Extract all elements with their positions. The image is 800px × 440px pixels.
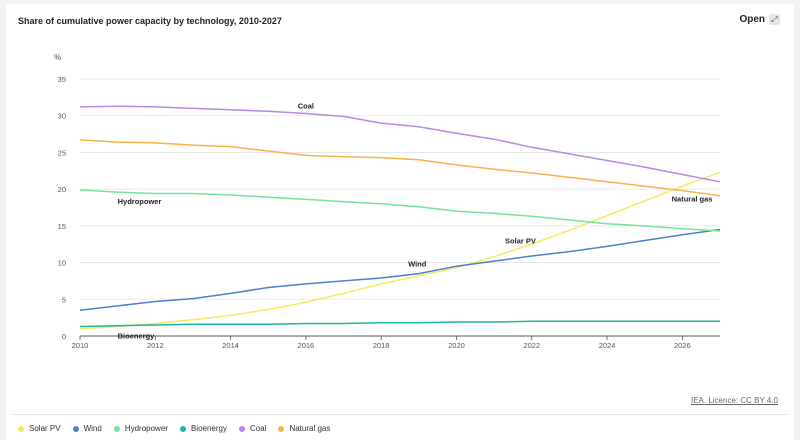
chart-title: Share of cumulative power capacity by te… [18,16,282,26]
y-tick-label-25: 25 [58,148,66,157]
legend-swatch-hydropower [113,425,120,432]
y-tick-label-15: 15 [58,222,66,231]
series-label-wind: Wind [408,260,427,269]
x-tick-label-2022: 2022 [523,341,540,350]
series-line-coal [79,105,721,183]
open-label: Open [739,14,765,25]
series-line-solar-pv [79,171,721,330]
legend-item-solar-pv[interactable]: Solar PV [18,424,61,433]
chart-legend: Solar PV Wind Hydropower Bioenergy Coal Natur… [18,424,330,433]
series-label-coal: Coal [298,102,314,111]
y-tick-label-0: 0 [62,332,66,341]
series-line-wind [79,228,721,312]
series-line-hydropower [79,189,721,232]
y-axis-unit-label: % [54,53,61,62]
chart-card: Share of cumulative power capacity by te… [6,4,794,440]
legend-divider [12,414,788,415]
legend-label-solar-pv: Solar PV [29,424,61,433]
series-label-solar-pv: Solar PV [505,237,536,246]
y-tick-label-5: 5 [62,295,66,304]
x-tick-label-2018: 2018 [373,341,390,350]
legend-item-bioenergy[interactable]: Bioenergy [179,424,227,433]
x-tick-label-2014: 2014 [222,341,239,350]
x-tick-label-2020: 2020 [448,341,465,350]
legend-label-natural-gas: Natural gas [289,424,331,433]
y-tick-label-20: 20 [58,185,66,194]
legend-label-bioenergy: Bioenergy [190,424,227,433]
x-tick-label-2016: 2016 [298,341,315,350]
legend-swatch-wind [72,425,79,432]
legend-swatch-bioenergy [179,425,186,432]
x-tick-label-2010: 2010 [72,341,89,350]
legend-label-hydropower: Hydropower [124,424,168,433]
legend-label-wind: Wind [83,424,102,433]
series-label-natural-gas: Natural gas [672,195,713,204]
legend-label-coal: Coal [249,424,267,433]
series-line-bioenergy [79,320,720,328]
series-line-natural-gas [79,139,721,197]
x-tick-label-2012: 2012 [147,341,164,350]
series-label-hydropower: Hydropower [118,197,162,206]
legend-item-wind[interactable]: Wind [72,424,102,433]
legend-swatch-solar-pv [18,425,24,432]
y-tick-label-30: 30 [58,112,66,121]
licence-link[interactable]: IEA. Licence: CC BY 4.0 [690,396,778,405]
expand-arrows-icon: ⤢ [769,14,780,25]
open-button[interactable]: Open ⤢ [739,14,780,25]
legend-item-coal[interactable]: Coal [238,424,267,433]
legend-swatch-coal [238,425,245,432]
x-tick-label-2024: 2024 [599,341,616,350]
x-tick-label-2026: 2026 [674,341,691,350]
legend-item-hydropower[interactable]: Hydropower [113,424,168,433]
legend-swatch-natural-gas [278,425,285,432]
y-tick-label-10: 10 [58,259,66,268]
y-tick-label-35: 35 [58,75,66,84]
legend-item-natural-gas[interactable]: Natural gas [278,424,330,433]
series-label-bioenergy: Bioenergy [118,332,156,341]
